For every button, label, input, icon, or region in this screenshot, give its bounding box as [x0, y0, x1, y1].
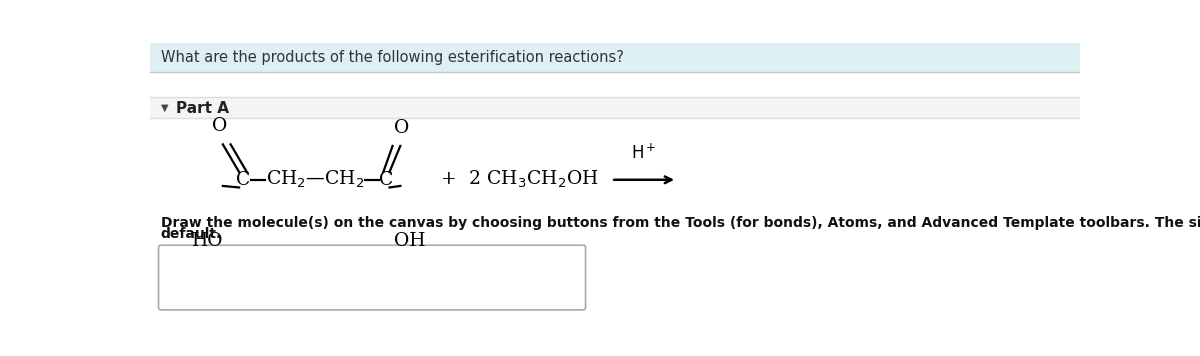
Text: Draw the molecule(s) on the canvas by choosing buttons from the Tools (for bonds: Draw the molecule(s) on the canvas by ch… [161, 216, 1200, 230]
Text: ▼: ▼ [161, 103, 168, 113]
Text: +  2 CH$_3$CH$_2$OH: + 2 CH$_3$CH$_2$OH [430, 169, 599, 190]
Text: C: C [236, 171, 250, 189]
Text: O: O [212, 117, 227, 135]
Text: O: O [395, 119, 409, 137]
Text: default.: default. [161, 227, 222, 241]
Text: Part A: Part A [176, 101, 229, 116]
Text: C: C [379, 171, 394, 189]
FancyBboxPatch shape [158, 245, 586, 310]
Text: OH: OH [394, 232, 425, 250]
Text: CH$_2$—CH$_2$: CH$_2$—CH$_2$ [266, 169, 365, 190]
Text: What are the products of the following esterification reactions?: What are the products of the following e… [161, 50, 624, 65]
Bar [150, 43, 1080, 72]
Text: H$^+$: H$^+$ [631, 143, 656, 163]
Bar [150, 98, 1080, 118]
Text: HO: HO [192, 232, 223, 250]
